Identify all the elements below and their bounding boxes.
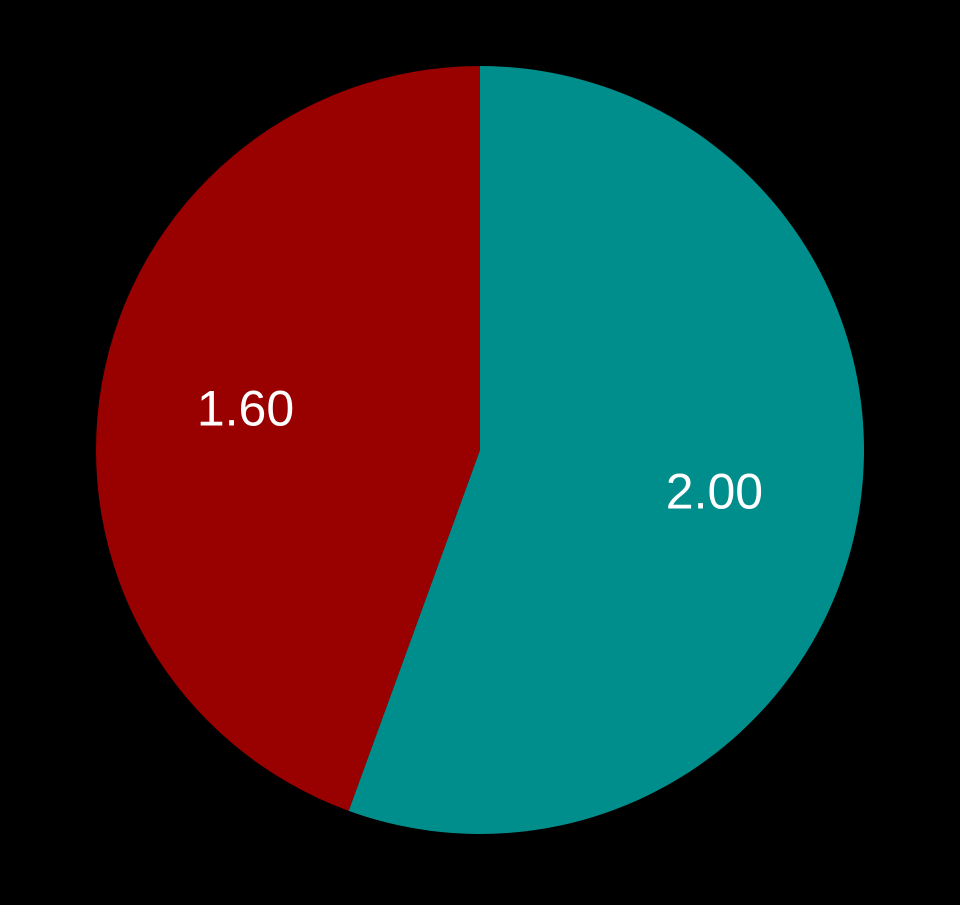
pie-slice-label-0: 2.00 [666, 463, 763, 519]
pie-slice-label-1: 1.60 [197, 381, 294, 437]
pie-data-labels: 2.00 1.60 [197, 381, 763, 520]
pie-slice-0 [348, 66, 864, 834]
pie-slices [95, 66, 864, 834]
pie-slice-1 [95, 66, 480, 811]
